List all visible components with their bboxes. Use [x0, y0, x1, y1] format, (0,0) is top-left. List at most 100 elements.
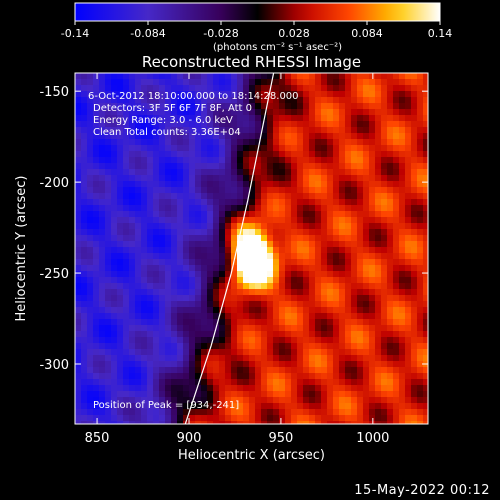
heatmap-cell	[99, 163, 105, 169]
heatmap-cell	[105, 301, 111, 307]
heatmap-cell	[315, 151, 321, 157]
heatmap-cell	[153, 349, 159, 355]
heatmap-cell	[405, 217, 411, 223]
heatmap-cell	[255, 103, 261, 109]
heatmap-cell	[405, 223, 411, 229]
heatmap-cell	[153, 115, 159, 121]
heatmap-cell	[423, 127, 428, 133]
heatmap-cell	[375, 169, 381, 175]
heatmap-cell	[285, 415, 291, 421]
heatmap-cell	[159, 421, 165, 424]
heatmap-cell	[225, 229, 231, 235]
heatmap-cell	[285, 235, 291, 241]
heatmap-cell	[231, 163, 237, 169]
heatmap-cell	[177, 223, 183, 229]
heatmap-cell	[369, 115, 375, 121]
heatmap-cell	[81, 325, 87, 331]
heatmap-cell	[183, 121, 189, 127]
heatmap-cell	[345, 139, 351, 145]
heatmap-cell	[297, 271, 303, 277]
heatmap-cell	[87, 379, 93, 385]
heatmap-cell	[135, 319, 141, 325]
heatmap-cell	[219, 205, 225, 211]
heatmap-cell	[171, 127, 177, 133]
heatmap-cell	[87, 391, 93, 397]
heatmap-cell	[381, 79, 387, 85]
heatmap-cell	[249, 85, 255, 91]
heatmap-cell	[231, 109, 237, 115]
heatmap-cell	[171, 385, 177, 391]
heatmap-cell	[129, 103, 135, 109]
heatmap-cell	[345, 361, 351, 367]
heatmap-cell	[387, 169, 393, 175]
heatmap-cell	[177, 121, 183, 127]
heatmap-cell	[105, 343, 111, 349]
heatmap-cell	[237, 193, 243, 199]
heatmap-cell	[339, 373, 345, 379]
heatmap-cell	[81, 301, 87, 307]
heatmap-cell	[369, 217, 375, 223]
heatmap-cell	[231, 301, 237, 307]
heatmap-cell	[207, 325, 213, 331]
heatmap-cell	[135, 385, 141, 391]
heatmap-cell	[99, 421, 105, 424]
heatmap-cell	[195, 217, 201, 223]
heatmap-cell	[75, 151, 81, 157]
heatmap-cell	[369, 157, 375, 163]
heatmap-cell	[381, 73, 387, 79]
heatmap-cell	[273, 193, 279, 199]
heatmap-cell	[219, 151, 225, 157]
heatmap-cell	[237, 205, 243, 211]
x-tick-label: 900	[177, 431, 202, 446]
heatmap-cell	[81, 235, 87, 241]
heatmap-cell	[153, 229, 159, 235]
heatmap-cell	[423, 139, 428, 145]
heatmap-cell	[147, 187, 153, 193]
heatmap-cell	[411, 175, 417, 181]
heatmap-cell	[381, 187, 387, 193]
heatmap-cell	[363, 391, 369, 397]
heatmap-cell	[129, 193, 135, 199]
heatmap-cell	[231, 343, 237, 349]
heatmap-cell	[291, 325, 297, 331]
heatmap-cell	[189, 223, 195, 229]
heatmap-cell	[279, 259, 285, 265]
heatmap-cell	[303, 409, 309, 415]
heatmap-cell	[249, 103, 255, 109]
heatmap-cell	[93, 211, 99, 217]
heatmap-cell	[291, 121, 297, 127]
heatmap-cell	[165, 379, 171, 385]
heatmap-cell	[189, 373, 195, 379]
heatmap-cell	[141, 79, 147, 85]
heatmap-cell	[75, 313, 81, 319]
heatmap-cell	[351, 241, 357, 247]
heatmap-cell	[267, 163, 273, 169]
heatmap-cell	[315, 295, 321, 301]
heatmap-cell	[273, 103, 279, 109]
heatmap-cell	[141, 85, 147, 91]
heatmap-cell	[405, 265, 411, 271]
heatmap-cell	[117, 235, 123, 241]
heatmap-cell	[129, 241, 135, 247]
heatmap-cell	[327, 151, 333, 157]
heatmap-cell	[165, 349, 171, 355]
heatmap-cell	[207, 103, 213, 109]
heatmap-cell	[201, 217, 207, 223]
heatmap-cell	[213, 241, 219, 247]
heatmap-cell	[249, 211, 255, 217]
heatmap-cell	[225, 157, 231, 163]
heatmap-cell	[195, 403, 201, 409]
heatmap-cell	[387, 163, 393, 169]
heatmap-cell	[387, 241, 393, 247]
heatmap-cell	[93, 373, 99, 379]
heatmap-cell	[309, 295, 315, 301]
heatmap-cell	[261, 97, 267, 103]
heatmap-cell	[189, 217, 195, 223]
heatmap-cell	[123, 295, 129, 301]
heatmap-cell	[321, 223, 327, 229]
heatmap-cell	[297, 133, 303, 139]
heatmap-cell	[225, 211, 231, 217]
heatmap-cell	[183, 163, 189, 169]
heatmap-cell	[351, 97, 357, 103]
heatmap-cell	[309, 109, 315, 115]
